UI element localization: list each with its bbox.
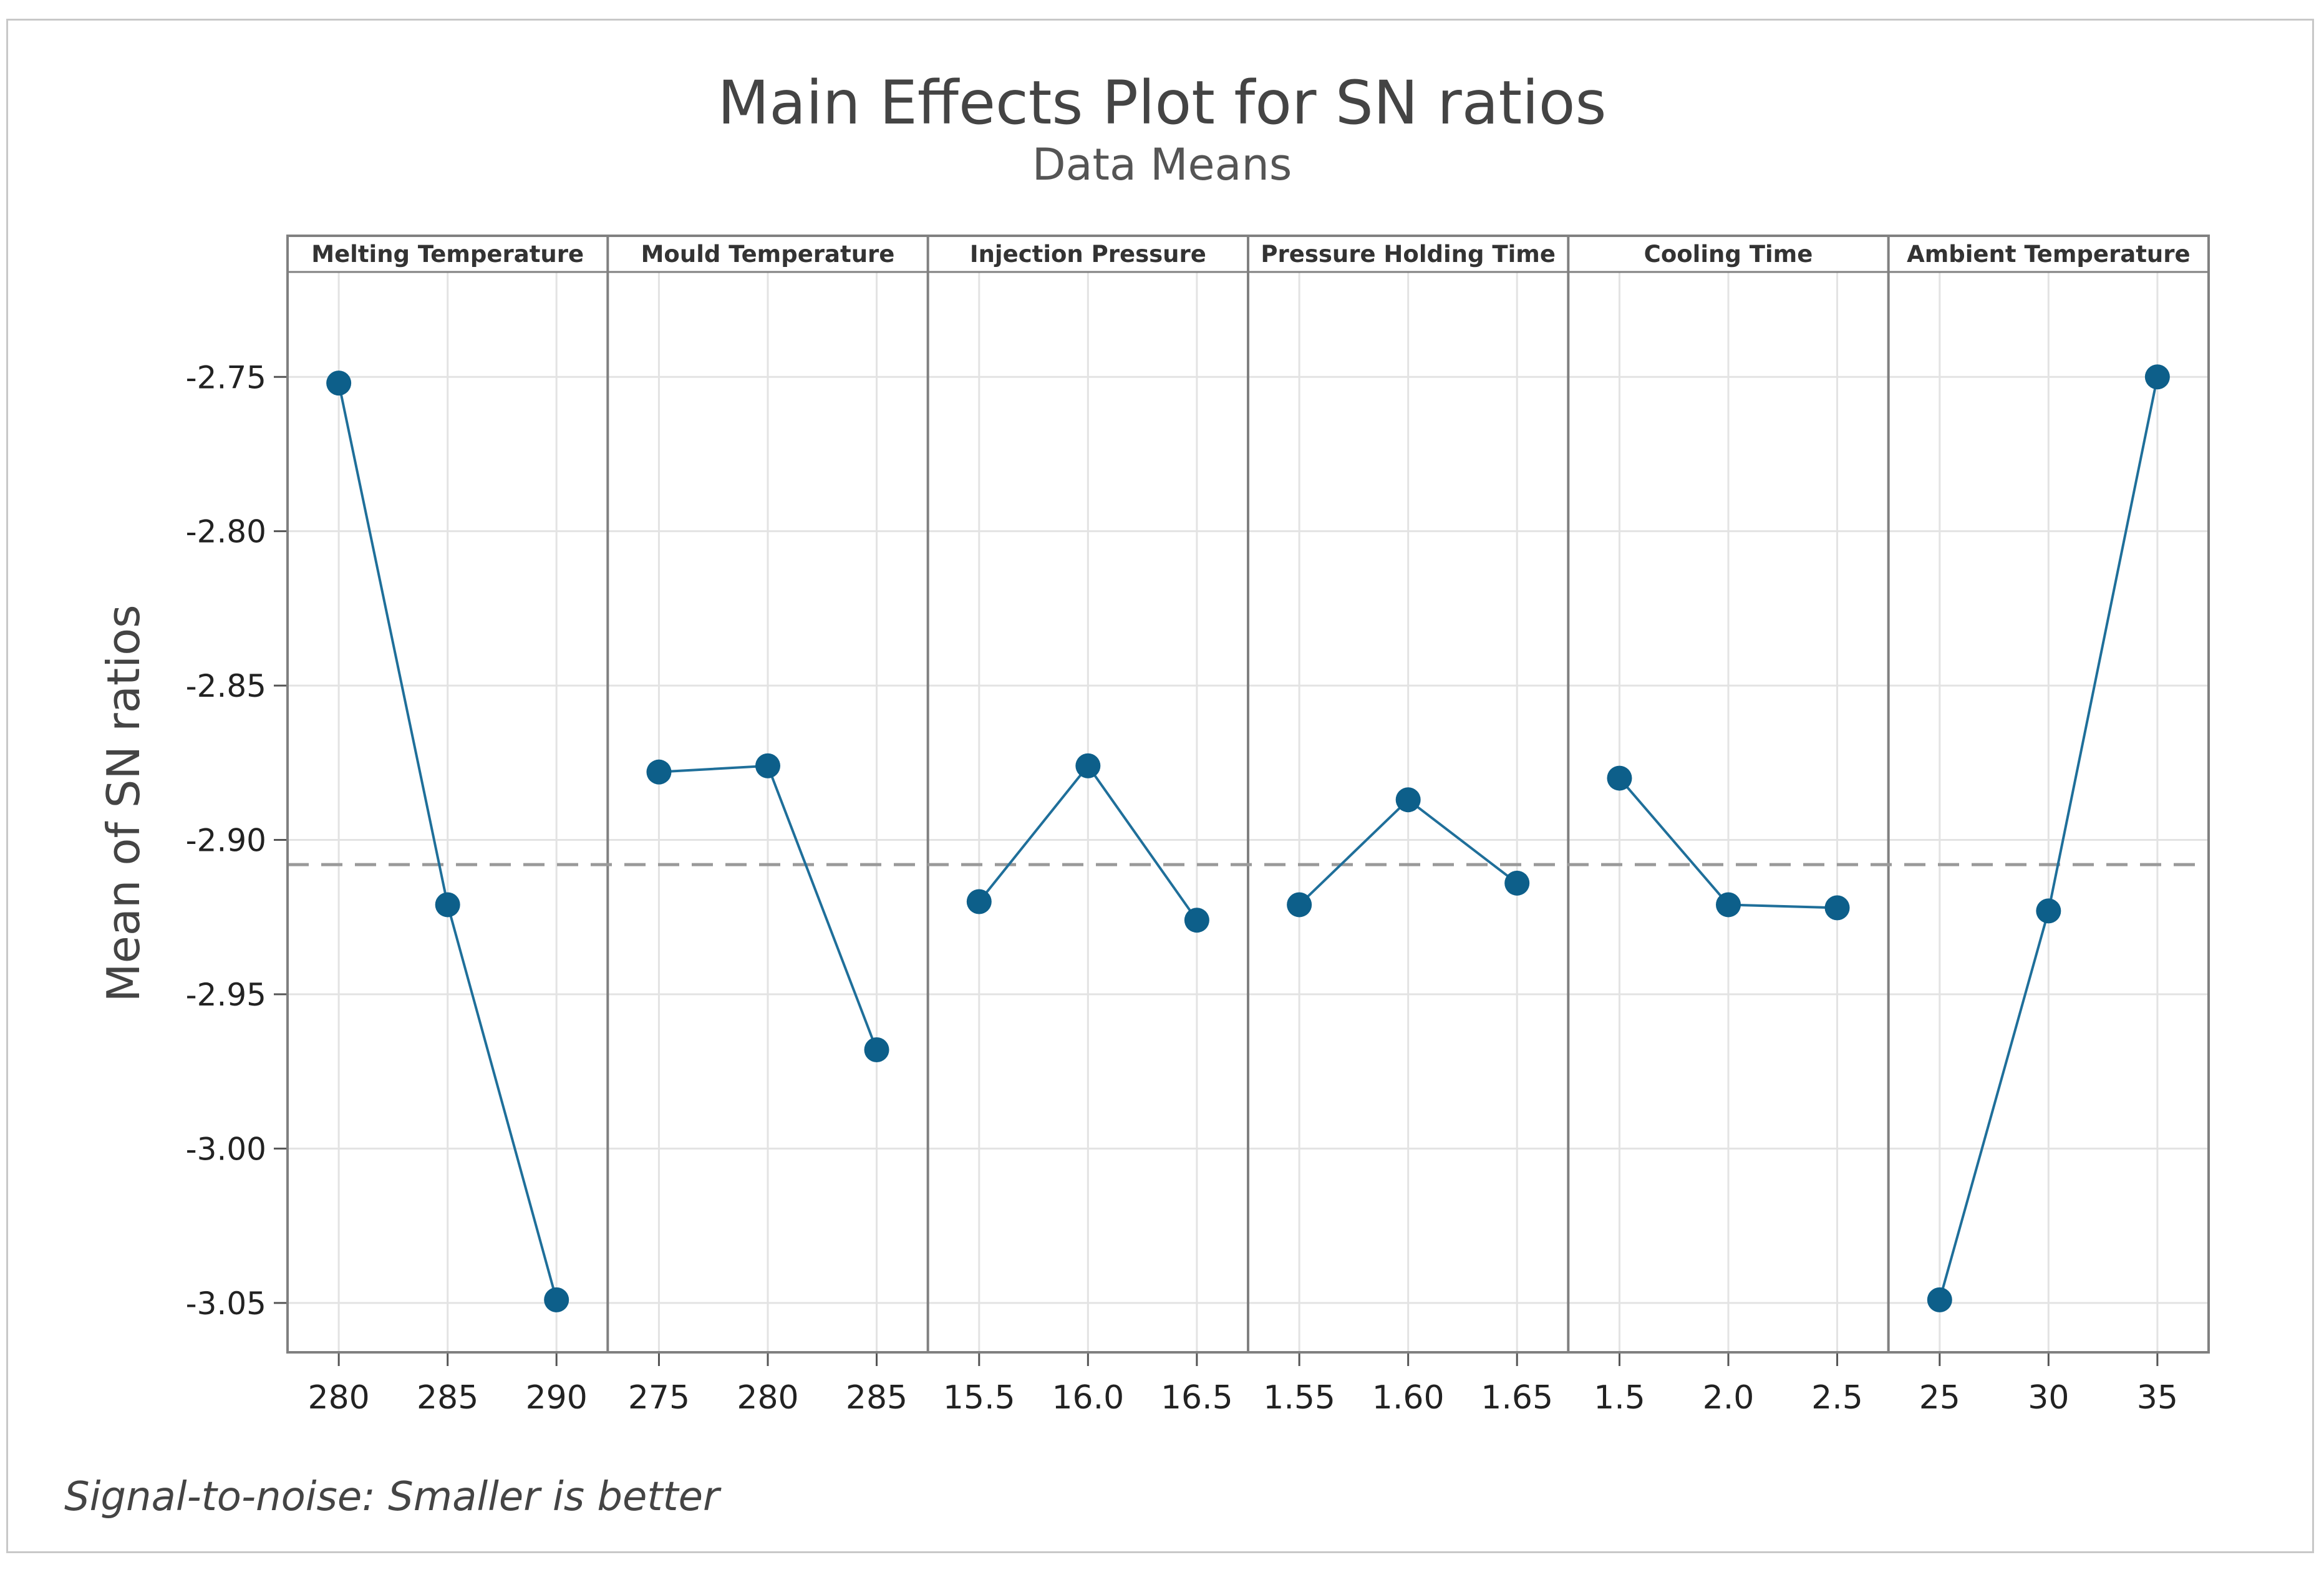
plot-area: -2.75 -2.80 -2.85 -2.90 -2.95 -3.00 -3.05 280 28… — [186, 235, 2210, 1417]
y-tick-label: -2.85 — [186, 668, 266, 704]
panel-label: Cooling Time — [1644, 241, 1813, 268]
x-tick-label: 285 — [417, 1379, 478, 1417]
data-point — [1927, 1287, 1952, 1312]
x-tick-label: 1.55 — [1263, 1379, 1335, 1417]
panel-label: Pressure Holding Time — [1261, 241, 1556, 268]
x-tick-label: 25 — [1919, 1379, 1960, 1417]
y-tick-label: -2.90 — [186, 823, 266, 859]
x-tick-label: 2.5 — [1811, 1379, 1863, 1417]
y-tick-label: -2.95 — [186, 977, 266, 1013]
x-tick-label: 280 — [308, 1379, 370, 1417]
data-point — [1607, 765, 1632, 791]
x-tick-label: 1.65 — [1481, 1379, 1553, 1417]
panel-label: Melting Temperature — [311, 241, 584, 268]
x-tick-label: 280 — [737, 1379, 798, 1417]
x-tick-label: 1.5 — [1594, 1379, 1645, 1417]
y-axis-label: Mean of SN ratios — [97, 604, 150, 1002]
data-point — [1504, 870, 1530, 896]
data-point — [755, 753, 780, 778]
x-tick-label: 30 — [2028, 1379, 2069, 1417]
data-point — [435, 892, 460, 918]
plot-border — [286, 235, 2210, 1354]
x-tick-label: 35 — [2137, 1379, 2178, 1417]
panel-label: Mould Temperature — [641, 241, 895, 268]
x-tick-label: 16.0 — [1052, 1379, 1124, 1417]
y-tick-label: -3.05 — [186, 1286, 266, 1322]
data-point — [1824, 895, 1850, 921]
chart-title: Main Effects Plot for SN ratios — [717, 68, 1606, 138]
panel-label: Ambient Temperature — [1907, 241, 2191, 268]
y-tick-label: -2.80 — [186, 514, 266, 550]
data-point — [2036, 898, 2061, 924]
data-point — [544, 1287, 569, 1312]
x-tick-label: 285 — [846, 1379, 908, 1417]
data-point — [646, 759, 672, 785]
data-point — [1395, 787, 1421, 813]
data-point — [326, 371, 352, 396]
y-tick-label: -3.00 — [186, 1131, 266, 1167]
chart-subtitle: Data Means — [1032, 139, 1292, 190]
main-effects-chart: Main Effects Plot for SN ratios Data Mea… — [64, 68, 2210, 1520]
panel-label: Injection Pressure — [970, 241, 1206, 268]
data-point — [864, 1037, 889, 1063]
x-tick-label: 275 — [628, 1379, 690, 1417]
footnote: Signal-to-noise: Smaller is better — [64, 1474, 722, 1520]
data-point — [966, 889, 992, 914]
x-tick-label: 15.5 — [943, 1379, 1015, 1417]
x-tick-label: 1.60 — [1372, 1379, 1445, 1417]
data-point — [1184, 908, 1209, 933]
chart-frame: Main Effects Plot for SN ratios Data Mea… — [6, 19, 2314, 1553]
data-point — [1075, 753, 1101, 778]
data-point — [1287, 892, 1312, 918]
x-tick-label: 2.0 — [1703, 1379, 1755, 1417]
x-tick-label: 16.5 — [1161, 1379, 1233, 1417]
data-point — [1716, 892, 1741, 918]
x-tick-label: 290 — [526, 1379, 588, 1417]
data-point — [2144, 364, 2170, 390]
y-tick-label: -2.75 — [186, 359, 266, 395]
